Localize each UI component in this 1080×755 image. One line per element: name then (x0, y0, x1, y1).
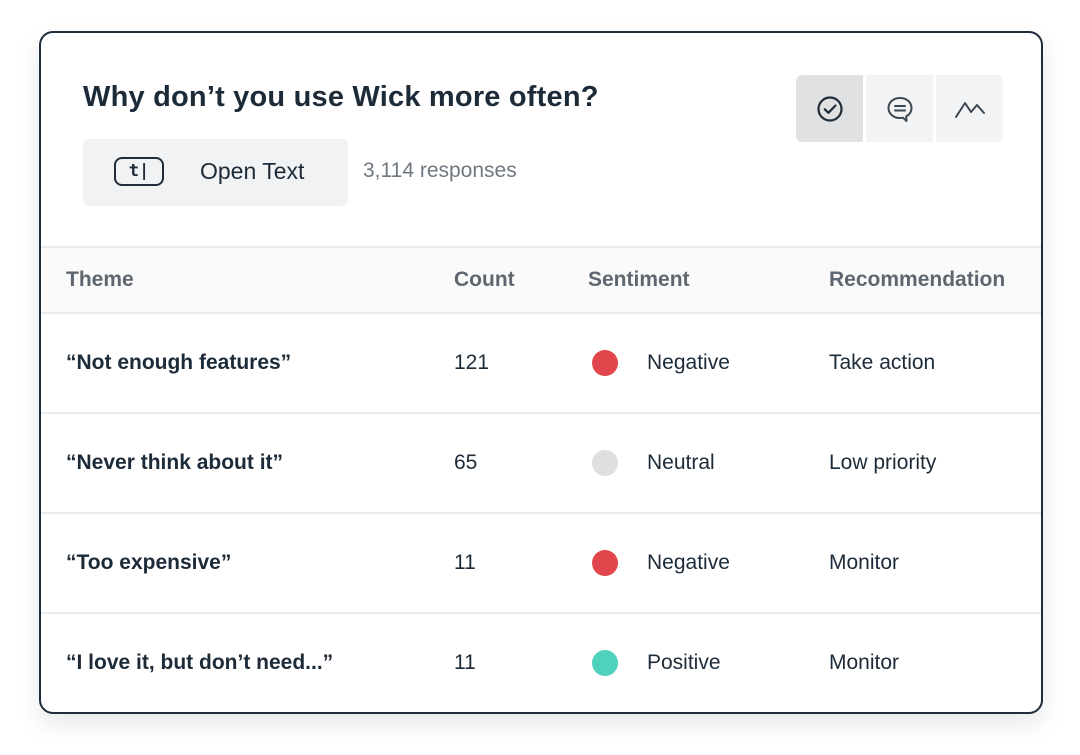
sentiment-dot (592, 650, 618, 676)
sentiment-label: Negative (647, 351, 730, 374)
table-row[interactable]: “Never think about it” 65 Neutral Low pr… (41, 414, 1041, 514)
sentiment-label: Negative (647, 551, 730, 574)
header-theme[interactable]: Theme (66, 268, 134, 291)
table-row[interactable]: “Too expensive” 11 Negative Monitor (41, 514, 1041, 614)
sentiment-dot (592, 450, 618, 476)
count-value: 121 (454, 351, 490, 374)
themes-table: Theme Count Sentiment Recommendation “No… (41, 246, 1041, 712)
check-circle-icon (816, 95, 843, 122)
table-row[interactable]: “I love it, but don’t need...” 11 Positi… (41, 614, 1041, 712)
view-toggle (796, 75, 1003, 142)
sentiment-dot (592, 350, 618, 376)
question-results-card: Why don’t you use Wick more often? t| Op… (39, 31, 1043, 714)
count-value: 11 (454, 551, 476, 574)
view-trends-button[interactable] (936, 75, 1003, 142)
view-themes-button[interactable] (796, 75, 863, 142)
table-header-row: Theme Count Sentiment Recommendation (41, 246, 1041, 314)
chat-bubble-icon (887, 96, 912, 122)
recommendation-text: Low priority (829, 451, 937, 474)
sentiment-dot (592, 550, 618, 576)
count-value: 65 (454, 451, 478, 474)
count-value: 11 (454, 651, 476, 674)
text-cursor-icon: t| (114, 157, 164, 186)
question-title: Why don’t you use Wick more often? (83, 81, 599, 113)
sentiment-label: Positive (647, 651, 721, 674)
header-sentiment[interactable]: Sentiment (588, 268, 690, 291)
theme-text: “I love it, but don’t need...” (66, 651, 334, 674)
theme-text: “Not enough features” (66, 351, 292, 374)
recommendation-text: Monitor (829, 651, 900, 674)
trend-line-icon (954, 101, 985, 118)
header-count[interactable]: Count (454, 268, 515, 291)
view-responses-button[interactable] (866, 75, 933, 142)
theme-text: “Never think about it” (66, 451, 284, 474)
theme-text: “Too expensive” (66, 551, 232, 574)
header-recommendation[interactable]: Recommendation (829, 268, 1006, 291)
question-type-chip: t| Open Text (83, 139, 348, 206)
recommendation-text: Monitor (829, 551, 900, 574)
sentiment-label: Neutral (647, 451, 715, 474)
question-type-label: Open Text (200, 158, 305, 184)
table-row[interactable]: “Not enough features” 121 Negative Take … (41, 314, 1041, 414)
response-count: 3,114 responses (363, 159, 517, 182)
recommendation-text: Take action (829, 351, 936, 374)
